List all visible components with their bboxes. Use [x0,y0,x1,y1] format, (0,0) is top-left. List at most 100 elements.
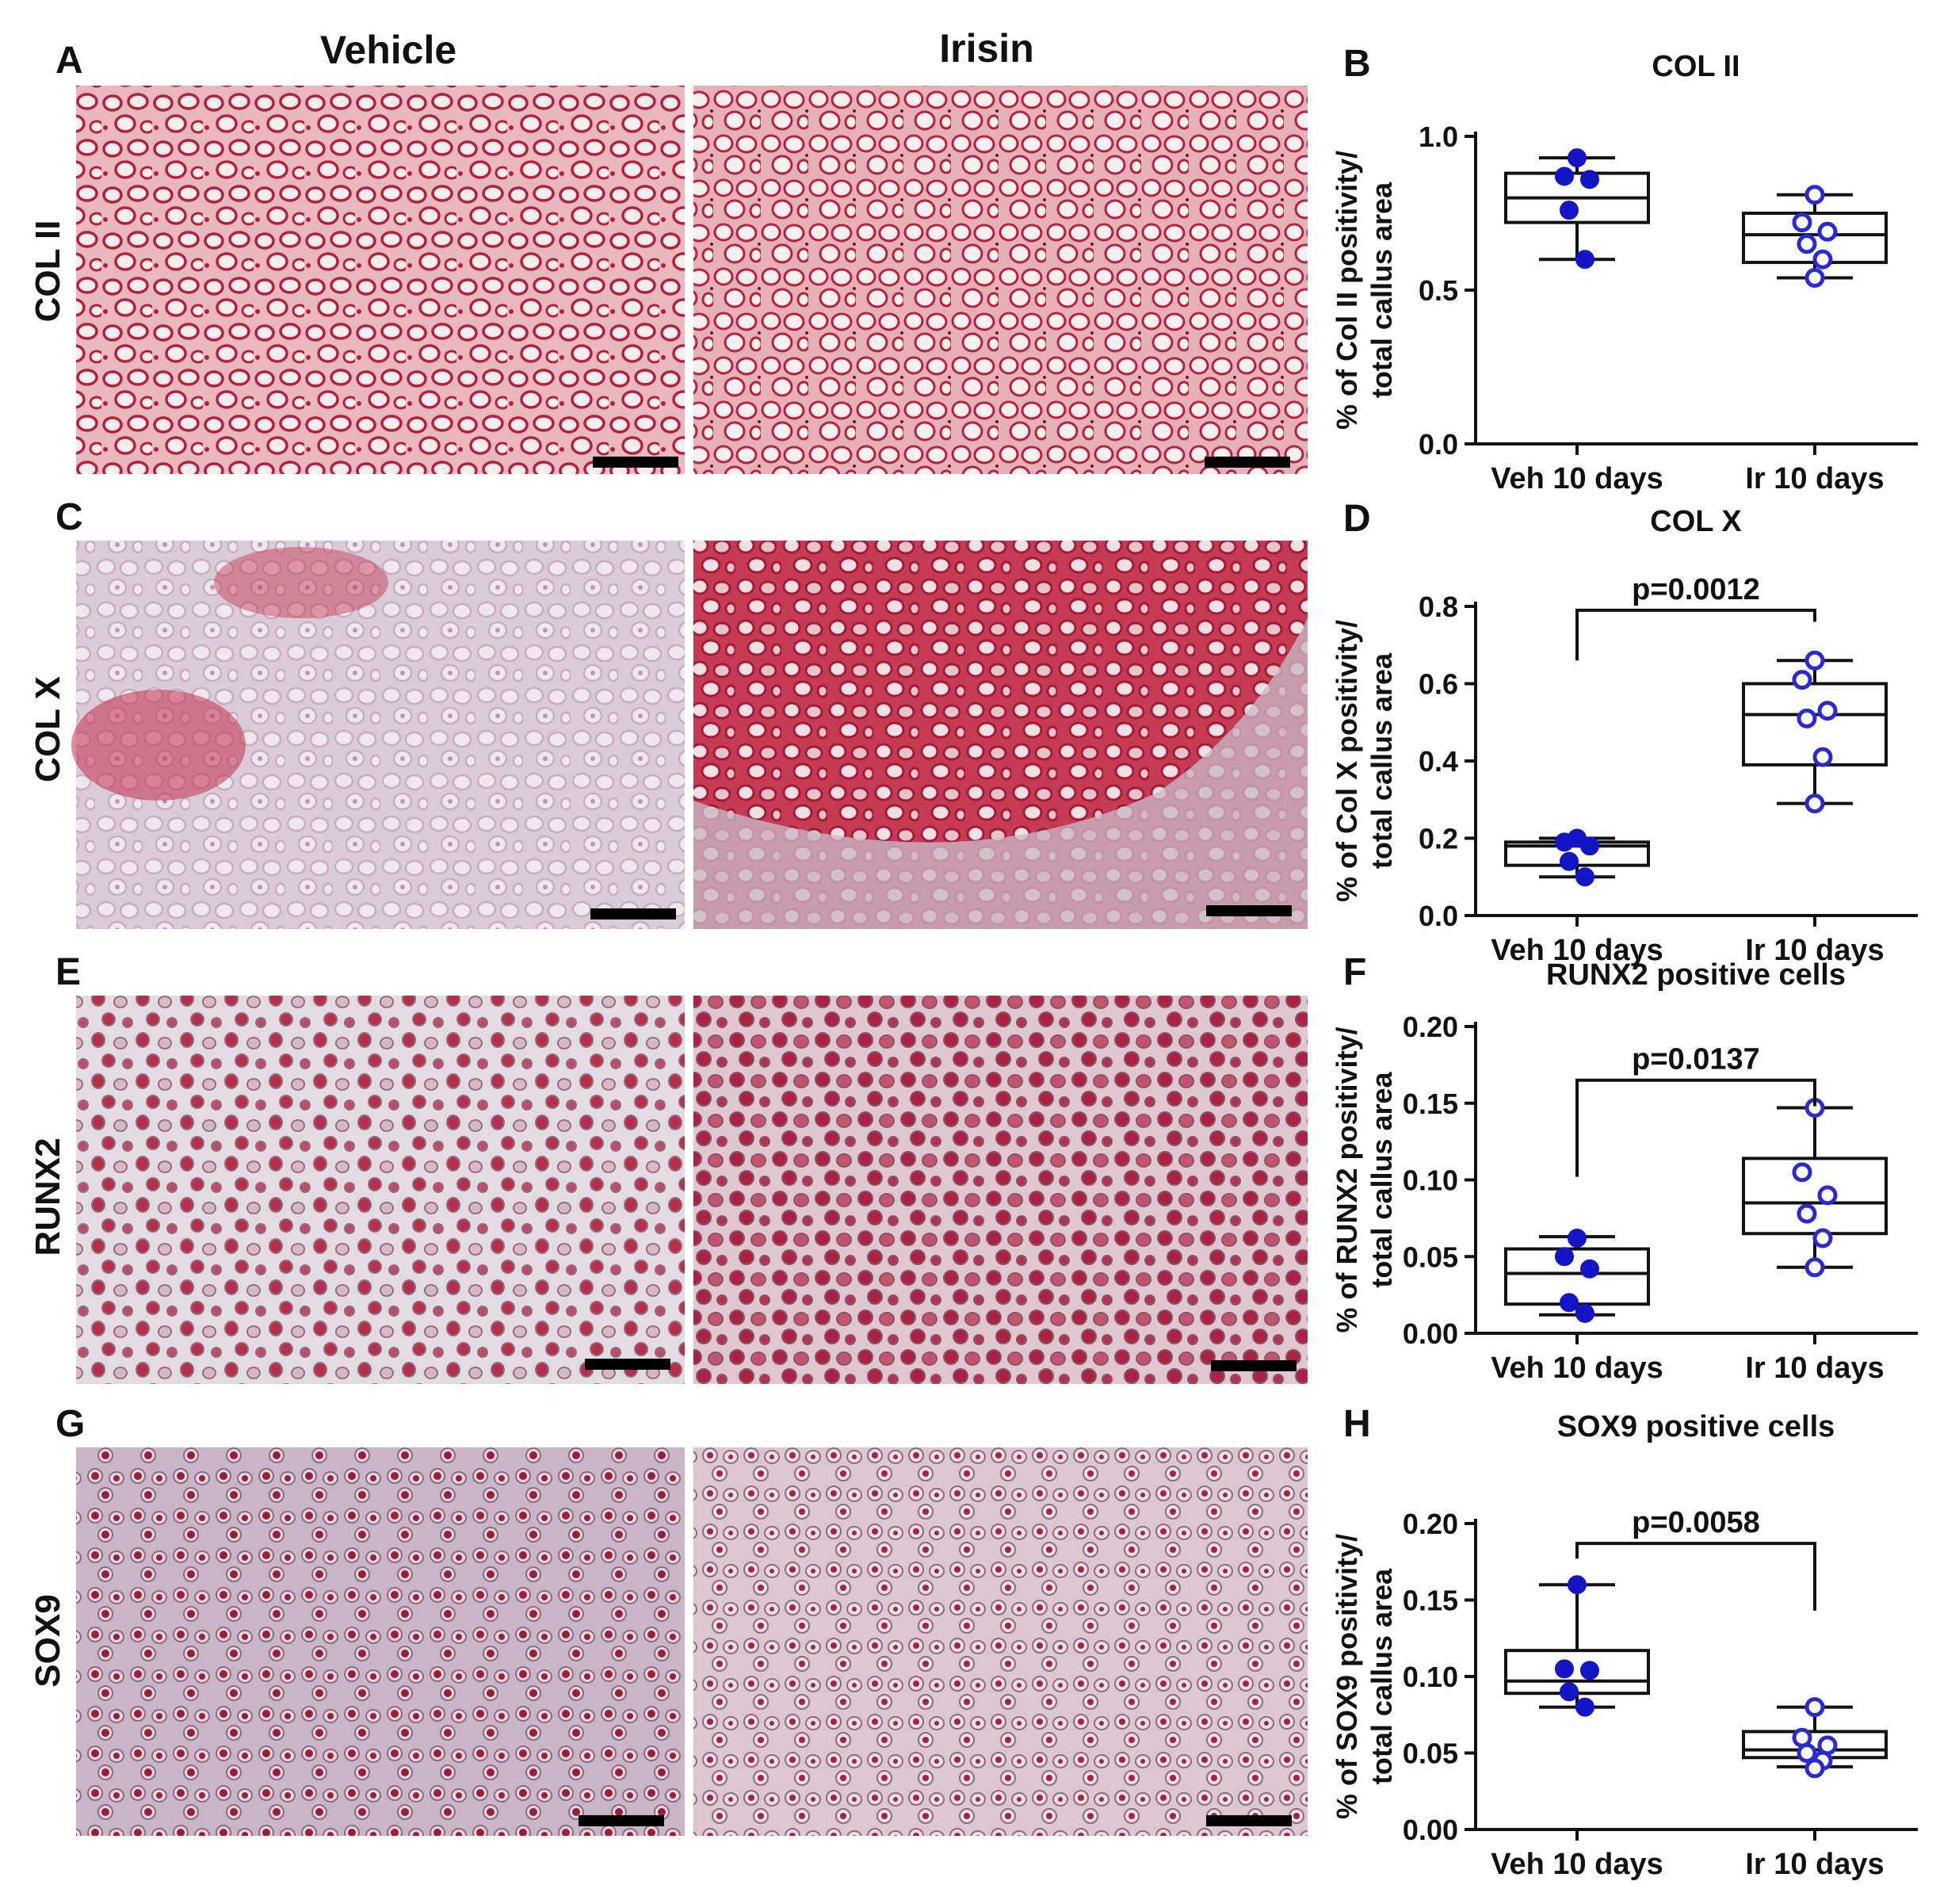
x-tick-label: Veh 10 days [1491,1352,1663,1385]
data-point-vehicle [1568,1229,1587,1248]
data-point-irisin [1804,1758,1825,1779]
data-point-vehicle [1575,250,1594,270]
scale-bar [1211,1360,1297,1371]
x-tick-label: Ir 10 days [1745,934,1884,967]
y-axis-label-line: total callus area [1365,652,1398,869]
y-tick-label: 0.6 [1419,668,1458,701]
data-point-vehicle [1555,1659,1574,1679]
data-point-vehicle [1560,851,1579,871]
panel-letter-g: G [55,1403,85,1445]
box-iqr [1742,682,1888,767]
chart-title: SOX9 positive cells [1557,1410,1835,1443]
y-tick-label: 0.5 [1419,274,1458,307]
y-tick-label: 0.2 [1419,823,1458,855]
x-tick-label: Veh 10 days [1491,462,1663,495]
data-point-irisin [1792,1162,1812,1183]
data-point-vehicle [1560,201,1579,220]
micrograph-runx2-vehicle [76,996,685,1384]
data-point-irisin [1804,1257,1825,1278]
y-axis-label: % of Col X positivity/total callus area [1331,620,1398,902]
row-label-col2: COL II [29,220,67,323]
chart-title: COL X [1650,505,1742,538]
significance-bracket [1575,608,1816,661]
p-value-label: p=0.0012 [1632,573,1760,606]
data-point-vehicle [1555,166,1574,186]
row-label-runx2: RUNX2 [29,1137,67,1256]
y-tick-label: 0.00 [1403,1814,1458,1846]
y-tick-label: 0.05 [1403,1241,1458,1273]
data-point-irisin [1792,670,1812,690]
data-point-vehicle [1575,867,1594,887]
micrograph-runx2-irisin [693,996,1308,1384]
panel-letter: B [1343,43,1371,85]
x-tick-label: Veh 10 days [1491,1848,1663,1881]
y-tick-label: 0.00 [1403,1317,1458,1350]
x-tick-label: Ir 10 days [1745,1848,1884,1881]
panel-letter-c: C [55,496,83,538]
vehicle-column-header: Vehicle [320,28,456,72]
chart-title: COL II [1652,50,1740,83]
data-point-irisin [1797,1743,1817,1763]
data-point-vehicle [1580,836,1599,856]
data-point-vehicle [1560,1293,1579,1313]
micrograph-sox9-irisin [693,1447,1308,1836]
data-point-irisin [1812,1228,1833,1248]
y-tick-label: 0.0 [1419,900,1458,932]
y-axis-label: % of RUNX2 positivity/total callus area [1331,1027,1398,1332]
y-tick-label: 0.10 [1403,1661,1458,1693]
data-point-vehicle [1580,1661,1599,1680]
y-tick-label: 0.05 [1403,1738,1458,1770]
micrograph-col2-vehicle [76,86,685,474]
y-tick-label: 0.0 [1419,428,1458,461]
y-axis-label-line: % of SOX9 positivity/ [1331,1534,1363,1819]
irisin-column-header: Irisin [939,26,1033,71]
data-point-vehicle [1575,1303,1594,1323]
data-point-vehicle [1560,1682,1579,1702]
data-point-vehicle [1555,832,1574,852]
y-axis-label-line: % of Col X positivity/ [1331,620,1363,902]
chart-title: RUNX2 positive cells [1546,958,1846,992]
scale-bar [579,1815,664,1826]
panel-letter-e: E [55,951,81,993]
chart-column: B COL II % of Col II positivity/total call… [1331,43,1918,1881]
scale-bar [590,908,676,920]
y-tick-label: 0.15 [1403,1585,1458,1617]
y-tick-label: 0.15 [1403,1088,1458,1120]
y-axis-label-line: % of RUNX2 positivity/ [1331,1027,1363,1332]
box-iqr [1742,1157,1888,1236]
panel-letter-a: A [55,40,83,82]
x-tick-label: Ir 10 days [1745,1352,1884,1385]
data-point-irisin [1804,185,1825,205]
scale-bar [593,457,678,468]
stained-cluster [214,547,388,618]
p-value-label: p=0.0137 [1632,1043,1760,1076]
box-irisin [1742,659,1888,805]
y-tick-label: 1.0 [1419,120,1458,153]
x-tick-label: Veh 10 days [1491,934,1663,967]
data-point-vehicle [1580,1259,1599,1279]
data-point-irisin [1812,747,1833,767]
chart-panel-f: F RUNX2 positive cells % of RUNX2 positivi… [1331,951,1918,1385]
chart-panel-d: D COL X % of Col X positivity/total callus… [1331,498,1918,967]
stained-cluster [71,690,246,801]
data-point-irisin [1797,1203,1817,1224]
unstained-region [693,618,1308,929]
chart-panel-h: H SOX9 positive cells % of SOX9 positivity… [1331,1403,1918,1881]
scale-bar [1206,1815,1292,1826]
scale-bar [1205,457,1290,468]
chart-panel-b: B COL II % of Col II positivity/total call… [1331,43,1918,495]
data-point-vehicle [1555,1247,1574,1267]
data-point-irisin [1817,701,1838,721]
box-irisin [1742,193,1888,280]
data-point-irisin [1804,1697,1825,1718]
panel-letter: H [1343,1403,1371,1445]
data-point-vehicle [1575,1697,1594,1717]
y-axis-label-line: total callus area [1365,1071,1398,1287]
data-point-irisin [1804,793,1825,814]
data-point-irisin [1817,1185,1838,1206]
data-point-irisin [1804,267,1825,288]
y-axis-label: % of Col II positivity/total callus area [1331,151,1398,430]
row-label-sox9: SOX9 [29,1594,67,1687]
data-point-irisin [1797,234,1817,254]
